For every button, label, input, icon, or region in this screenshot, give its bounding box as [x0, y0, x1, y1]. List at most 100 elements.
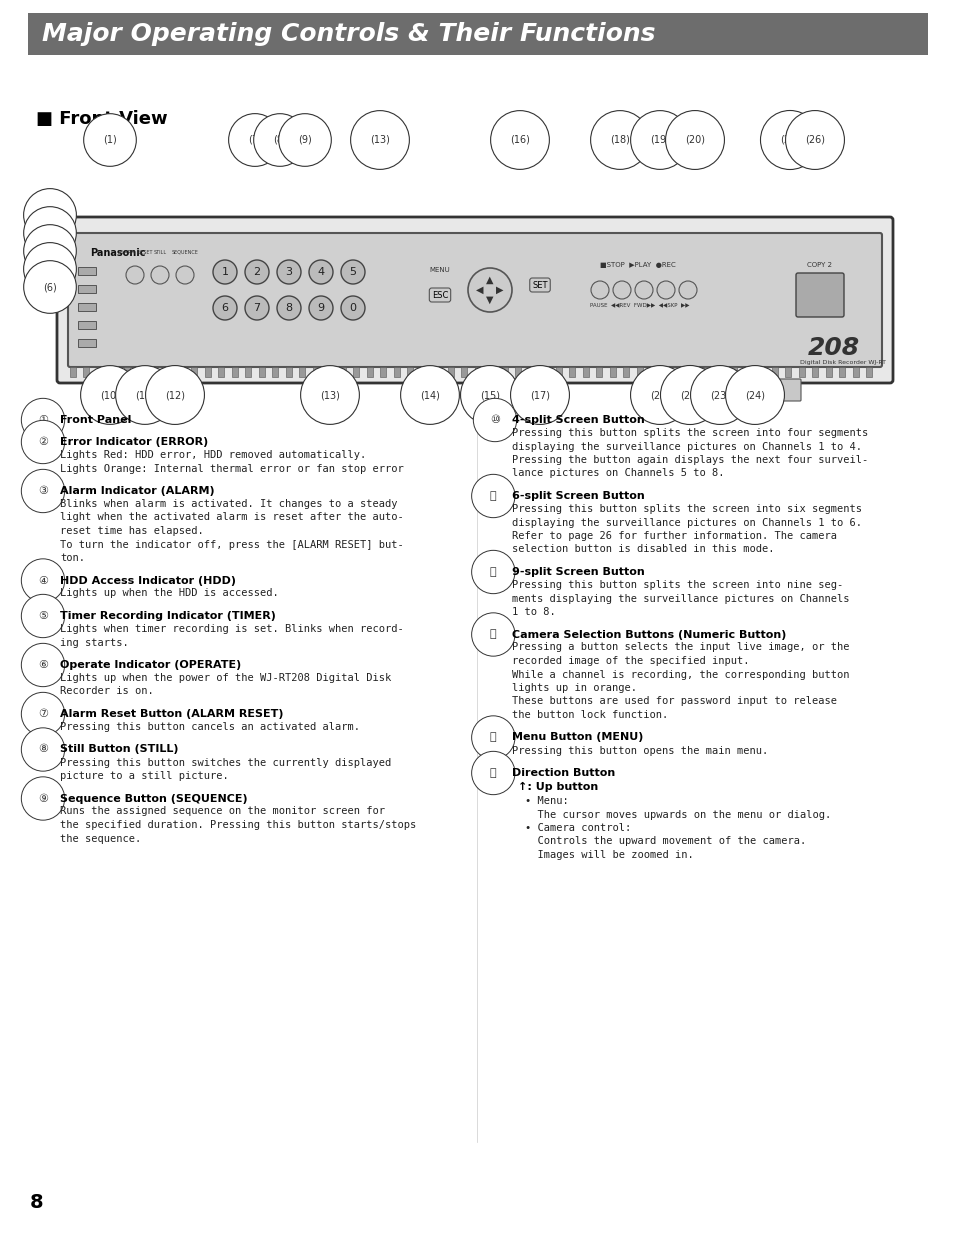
Text: Sequence Button (SEQUENCE): Sequence Button (SEQUENCE)	[60, 793, 248, 804]
Circle shape	[276, 260, 301, 285]
Bar	[78, 303, 96, 310]
Text: Pressing the button again displays the next four surveil-: Pressing the button again displays the n…	[512, 455, 867, 465]
Bar	[812, 367, 818, 377]
Text: Lights up when the HDD is accessed.: Lights up when the HDD is accessed.	[60, 589, 278, 599]
Text: lights up in orange.: lights up in orange.	[512, 683, 637, 693]
Text: 6: 6	[221, 303, 229, 313]
Bar	[488, 367, 494, 377]
Circle shape	[309, 296, 333, 320]
Text: STILL: STILL	[153, 250, 167, 255]
Text: ⑧: ⑧	[38, 745, 48, 755]
Bar	[542, 367, 548, 377]
Text: Pressing this button opens the main menu.: Pressing this button opens the main menu…	[512, 746, 767, 756]
Text: 6-split Screen Button: 6-split Screen Button	[512, 491, 644, 501]
Text: Menu Button (MENU): Menu Button (MENU)	[512, 732, 642, 742]
FancyBboxPatch shape	[795, 273, 843, 317]
Text: (3): (3)	[43, 228, 57, 238]
Bar	[825, 367, 831, 377]
Text: (15): (15)	[479, 390, 499, 400]
Text: ◀: ◀	[476, 285, 483, 294]
Text: (18): (18)	[609, 135, 629, 145]
Text: Front Panel: Front Panel	[60, 414, 132, 426]
Text: (25): (25)	[780, 135, 800, 145]
Bar	[448, 367, 454, 377]
Text: 8: 8	[285, 303, 293, 313]
Text: recorded image of the specified input.: recorded image of the specified input.	[512, 656, 749, 666]
Text: Blinks when alarm is activated. It changes to a steady: Blinks when alarm is activated. It chang…	[60, 499, 397, 508]
Text: 3: 3	[285, 267, 293, 277]
FancyBboxPatch shape	[28, 14, 927, 54]
Text: ③: ③	[38, 486, 48, 496]
Text: reset time has elapsed.: reset time has elapsed.	[60, 526, 204, 536]
Bar	[205, 367, 211, 377]
Text: Pressing this button switches the currently displayed: Pressing this button switches the curren…	[60, 757, 391, 767]
Text: 2: 2	[253, 267, 260, 277]
Bar	[718, 367, 723, 377]
Text: Controls the upward movement of the camera.: Controls the upward movement of the came…	[524, 836, 805, 846]
Circle shape	[635, 281, 652, 299]
Text: ②: ②	[38, 437, 48, 447]
Bar	[623, 367, 629, 377]
Text: Images will be zoomed in.: Images will be zoomed in.	[524, 850, 693, 860]
Text: displaying the surveillance pictures on Channels 1 to 6.: displaying the surveillance pictures on …	[512, 517, 862, 527]
Text: (6): (6)	[43, 282, 57, 292]
Text: 208: 208	[807, 336, 859, 360]
Text: 1: 1	[221, 267, 229, 277]
Text: (24): (24)	[744, 390, 764, 400]
Bar	[78, 339, 96, 348]
Text: ▲: ▲	[486, 275, 494, 285]
Bar	[164, 367, 171, 377]
Bar	[475, 367, 480, 377]
Circle shape	[468, 268, 512, 312]
Text: 9-split Screen Button: 9-split Screen Button	[512, 567, 644, 576]
FancyBboxPatch shape	[139, 379, 181, 401]
Bar	[515, 367, 521, 377]
Bar	[394, 367, 399, 377]
Text: (9): (9)	[297, 135, 312, 145]
FancyBboxPatch shape	[759, 379, 801, 401]
Text: ton.: ton.	[60, 553, 85, 563]
Bar	[731, 367, 737, 377]
Text: Lights Orange: Internal thermal error or fan stop error: Lights Orange: Internal thermal error or…	[60, 464, 403, 474]
Bar	[434, 367, 440, 377]
Text: Still Button (STILL): Still Button (STILL)	[60, 745, 178, 755]
Text: selection button is disabled in this mode.: selection button is disabled in this mod…	[512, 544, 774, 554]
Text: (10): (10)	[100, 390, 120, 400]
Bar	[690, 367, 697, 377]
Text: ⑨: ⑨	[38, 793, 48, 804]
Bar	[420, 367, 427, 377]
FancyBboxPatch shape	[309, 379, 351, 401]
Text: 5: 5	[349, 267, 356, 277]
Circle shape	[245, 260, 269, 285]
Circle shape	[126, 266, 144, 285]
Bar	[758, 367, 763, 377]
Text: (11): (11)	[135, 390, 154, 400]
Bar	[569, 367, 575, 377]
Text: These buttons are used for password input to release: These buttons are used for password inpu…	[512, 696, 836, 706]
Bar	[367, 367, 373, 377]
Circle shape	[340, 296, 365, 320]
Bar	[258, 367, 265, 377]
Bar	[78, 267, 96, 275]
Bar	[556, 367, 561, 377]
Bar	[299, 367, 305, 377]
Bar	[124, 367, 130, 377]
Bar	[70, 367, 76, 377]
Bar	[865, 367, 872, 377]
Text: Pressing a button selects the input live image, or the: Pressing a button selects the input live…	[512, 642, 848, 652]
Text: (7): (7)	[248, 135, 262, 145]
Text: ⑫: ⑫	[490, 567, 497, 576]
Text: (20): (20)	[684, 135, 704, 145]
Text: Pressing this button splits the screen into nine seg-: Pressing this button splits the screen i…	[512, 580, 842, 590]
Text: ments displaying the surveillance pictures on Channels: ments displaying the surveillance pictur…	[512, 594, 848, 604]
Text: Lights up when the power of the WJ-RT208 Digital Disk: Lights up when the power of the WJ-RT208…	[60, 673, 391, 683]
Text: HDD Access Indicator (HDD): HDD Access Indicator (HDD)	[60, 575, 235, 585]
Text: Timer Recording Indicator (TIMER): Timer Recording Indicator (TIMER)	[60, 611, 275, 621]
Text: (21): (21)	[649, 390, 669, 400]
Text: (5): (5)	[43, 263, 57, 275]
Text: ①: ①	[38, 414, 48, 426]
Text: (2): (2)	[43, 210, 57, 220]
Text: 4: 4	[317, 267, 324, 277]
Text: SET: SET	[532, 281, 547, 289]
Text: lance pictures on Channels 5 to 8.: lance pictures on Channels 5 to 8.	[512, 469, 723, 479]
